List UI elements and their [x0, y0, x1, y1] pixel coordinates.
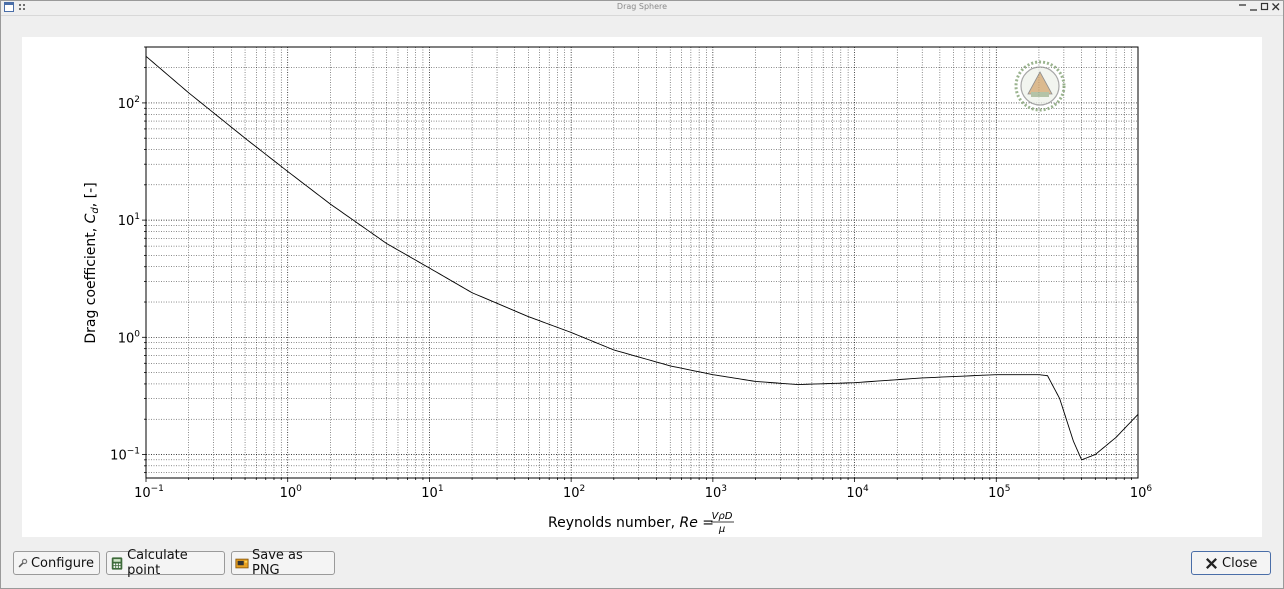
configure-button[interactable]: Configure [13, 551, 100, 575]
x-tick-label: 104 [846, 484, 869, 501]
image-save-icon [235, 558, 249, 568]
calculate-point-button[interactable]: Calculate point [106, 548, 225, 578]
x-tick-label: 10−1 [134, 484, 164, 501]
x-tick-label: 106 [1130, 484, 1153, 501]
calculate-point-label: Calculate point [127, 548, 188, 578]
x-tick-labels: 10−1 100 101 102 103 104 105 106 [134, 484, 1152, 501]
svg-text:Reynolds number, Re =: Reynolds number, Re = [548, 515, 714, 531]
x-tick-label: 100 [280, 484, 303, 501]
save-png-label: Save as PNG [251, 548, 303, 578]
university-logo [1014, 60, 1066, 112]
drag-chart: 10−1 100 101 102 103 104 105 106 10−1100101102 … [83, 46, 1152, 535]
chart-grid [142, 46, 1138, 482]
restore-icon[interactable] [1249, 2, 1259, 12]
close-window-icon[interactable] [1271, 2, 1281, 12]
svg-text:Drag coefficient, Cd, [-]: Drag coefficient, Cd, [-] [83, 182, 101, 343]
x-tick-label: 102 [563, 484, 585, 501]
app-icon [4, 2, 14, 12]
wrench-icon [18, 558, 28, 567]
y-tick-label: 10−1 [110, 446, 140, 463]
configure-label: Configure [30, 555, 94, 571]
close-label: Close [1222, 555, 1258, 571]
svg-text:VρD: VρD [712, 511, 733, 522]
x-tick-label: 105 [988, 484, 1010, 501]
svg-text:μ: μ [718, 524, 725, 535]
x-tick-label: 103 [705, 484, 727, 501]
y-tick-labels: 10−1 100 101 102 [110, 95, 140, 464]
close-button[interactable]: Close [1191, 551, 1271, 575]
plot-panel: 10−1 100 101 102 103 104 105 106 10−1 100 101 102 … [22, 37, 1262, 537]
x-axis-label: Reynolds number, Re = VρD μ [548, 511, 734, 535]
window-title: Drag Sphere [616, 2, 668, 11]
drag-curve [145, 55, 1139, 461]
minimize-icon[interactable] [1238, 2, 1248, 12]
title-bar: Drag Sphere [0, 0, 1284, 16]
y-axis-label: Drag coefficient, Cd, [-] [83, 182, 101, 343]
plot-frame [145, 46, 1139, 479]
close-icon [1206, 557, 1217, 569]
save-png-button[interactable]: Save as PNG [231, 548, 335, 578]
y-tick-label: 100 [118, 329, 141, 346]
maximize-icon[interactable] [1260, 2, 1270, 12]
calculator-icon [111, 556, 123, 570]
y-tick-label: 102 [118, 95, 140, 112]
x-tick-label: 101 [421, 484, 443, 501]
y-tick-label: 101 [118, 212, 140, 229]
window-menu-icon[interactable] [17, 2, 27, 12]
